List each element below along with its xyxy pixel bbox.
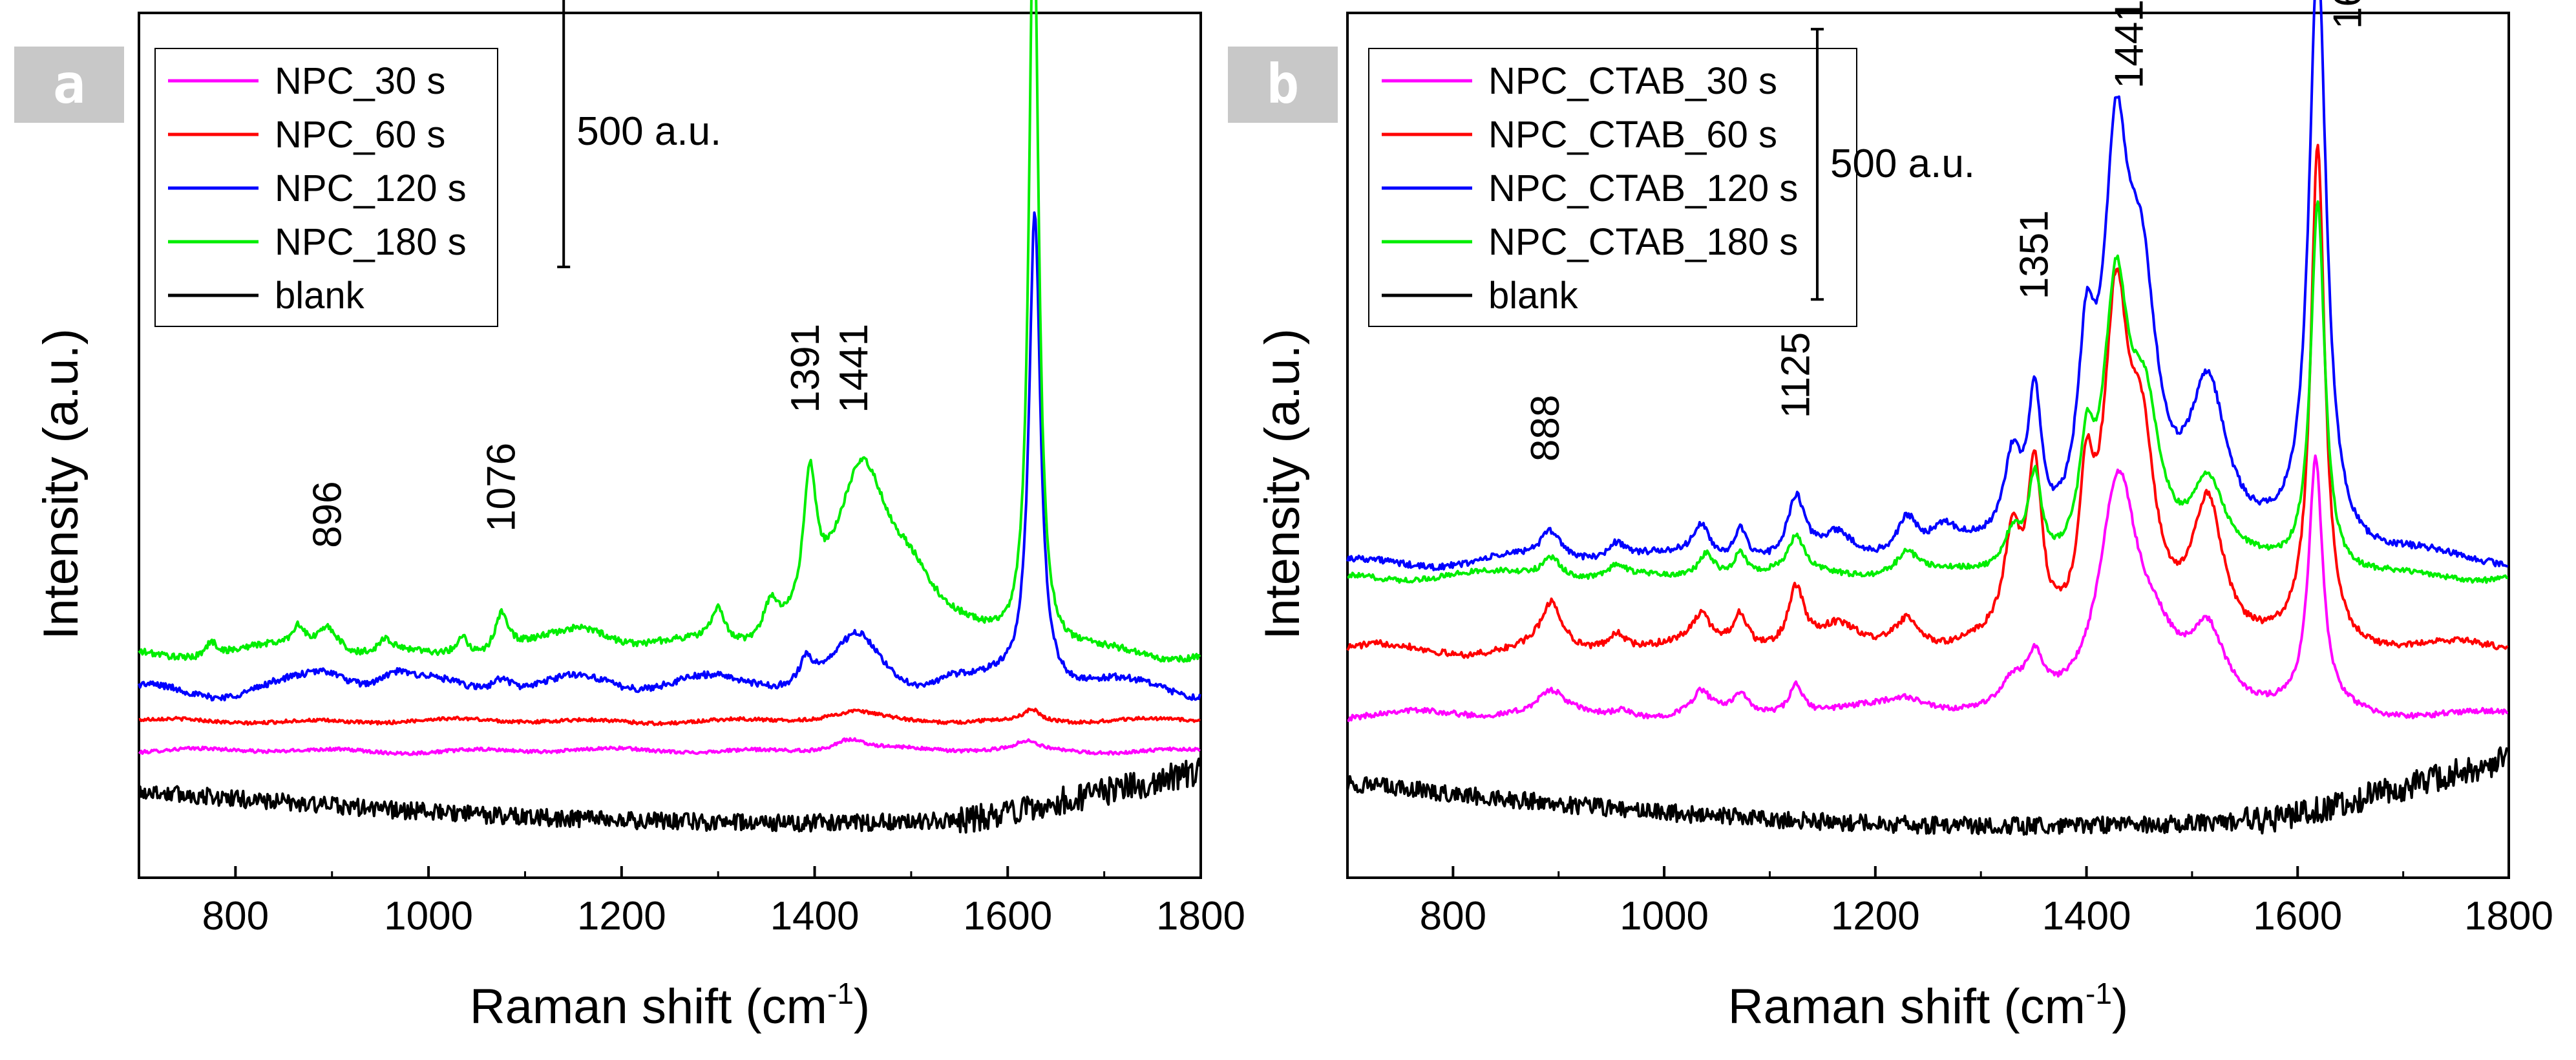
x-tick-label: 1000	[384, 894, 473, 938]
series-line	[1346, 746, 2509, 836]
y-axis-title: Intensity (a.u.)	[34, 328, 89, 640]
series-line	[1347, 200, 2508, 584]
x-axis-title-suffix: )	[2112, 979, 2128, 1034]
panel-letter: a	[53, 52, 86, 116]
peak-label: 896	[306, 481, 350, 547]
panel-letter: b	[1267, 52, 1300, 116]
legend-label: NPC_180 s	[275, 221, 467, 263]
series-line	[138, 0, 1201, 663]
legend-label: NPC_120 s	[275, 167, 467, 209]
x-axis-title: Raman shift (cm-1)	[1728, 977, 2128, 1034]
x-tick-label: 1800	[1156, 894, 1245, 938]
x-axis-title-suffix: )	[854, 979, 870, 1034]
legend-label: NPC_CTAB_180 s	[1488, 221, 1798, 263]
legend-label: blank	[1488, 275, 1579, 317]
legend-label: NPC_CTAB_60 s	[1488, 114, 1777, 156]
y-axis-title: Intensity (a.u.)	[1255, 328, 1310, 640]
chart-panel-b: b 800 1000 1200 1400 1600 1800 Raman shift (cm-…	[1228, 0, 2553, 1034]
peak-label: 1617	[2326, 0, 2370, 29]
series-line	[138, 737, 1201, 756]
panel-letter-badge	[14, 47, 124, 123]
legend-label: blank	[275, 275, 365, 317]
x-tick-label: 1400	[770, 894, 860, 938]
peak-label: 888	[1523, 395, 1568, 461]
chart-panel-a: a 800 1000 1200 1400 1600 1800 Raman shift (cm-…	[14, 0, 1245, 1034]
x-axis-title-sup: -1	[2085, 977, 2112, 1010]
x-tick-label: 1200	[577, 894, 666, 938]
series-line	[138, 758, 1201, 834]
legend-label: NPC_60 s	[275, 114, 445, 156]
series-line	[138, 707, 1201, 726]
legend-label: NPC_30 s	[275, 60, 445, 102]
x-tick-label: 1600	[963, 894, 1052, 938]
series-line	[1346, 0, 2509, 571]
legend-label: NPC_CTAB_120 s	[1488, 167, 1798, 209]
peak-label: 1441	[832, 324, 876, 413]
peak-label: 1351	[2012, 210, 2056, 299]
plot-frame	[1346, 12, 2510, 879]
x-axis-title: Raman shift (cm-1)	[470, 977, 870, 1034]
peak-label: 1441	[2107, 0, 2152, 89]
x-axis-title-main: Raman shift (cm	[1728, 979, 2085, 1034]
peak-label: 1391	[783, 324, 828, 413]
plot-frame	[138, 12, 1202, 879]
series-line	[1346, 143, 2509, 659]
scale-bar-label: 500 a.u.	[576, 109, 721, 154]
peak-label: 1076	[480, 443, 524, 532]
series-line	[1347, 454, 2509, 723]
x-tick-label: 800	[1420, 894, 1486, 938]
x-tick-label: 1600	[2253, 894, 2342, 938]
scale-bar-label: 500 a.u.	[1830, 142, 1975, 186]
x-tick-label: 800	[202, 894, 269, 938]
panel-letter-badge	[1228, 47, 1338, 123]
x-axis-title-main: Raman shift (cm	[470, 979, 827, 1034]
series-line	[138, 211, 1201, 702]
x-axis-title-sup: -1	[827, 977, 854, 1010]
peak-label: 1125	[1773, 332, 1818, 418]
x-tick-label: 1000	[1620, 894, 1709, 938]
x-tick-label: 1800	[2464, 894, 2553, 938]
legend-label: NPC_CTAB_30 s	[1488, 60, 1777, 102]
peak-label: 1617	[1028, 0, 1073, 2]
x-tick-label: 1200	[1831, 894, 1920, 938]
x-tick-label: 1400	[2042, 894, 2131, 938]
